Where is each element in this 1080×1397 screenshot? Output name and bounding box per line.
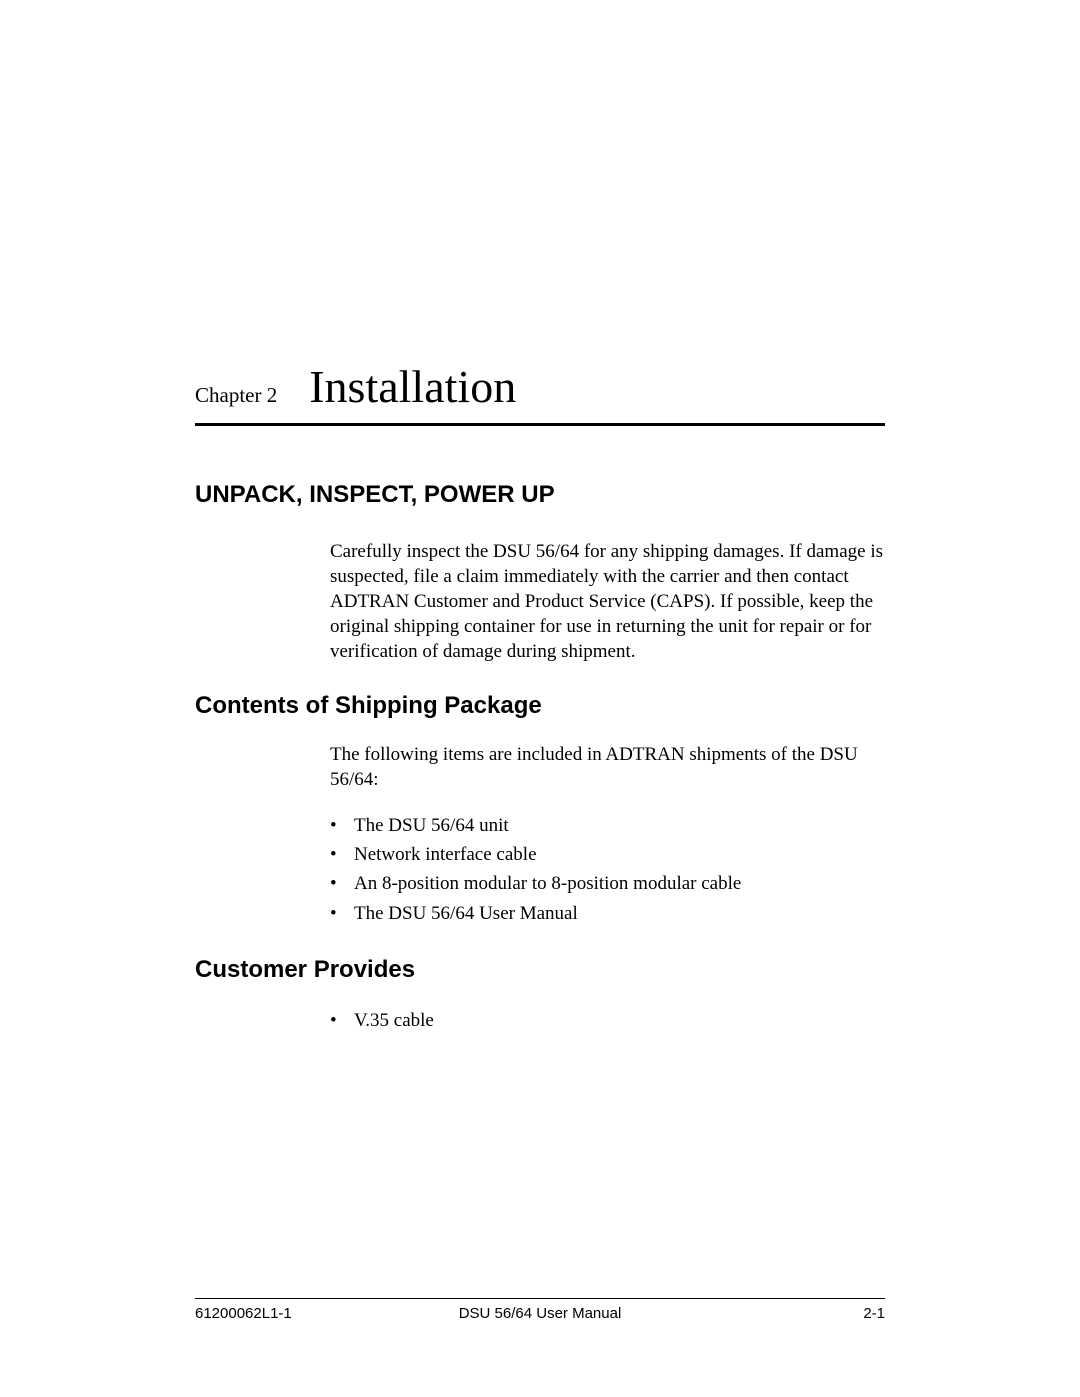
contents-list: The DSU 56/64 unit Network interface cab… bbox=[330, 811, 885, 929]
customer-list: V.35 cable bbox=[330, 1006, 885, 1035]
page-footer: 61200062L1-1 DSU 56/64 User Manual 2-1 bbox=[195, 1298, 885, 1322]
chapter-title: Installation bbox=[309, 360, 516, 413]
footer-page-number: 2-1 bbox=[863, 1305, 885, 1322]
list-item: An 8-position modular to 8-position modu… bbox=[330, 869, 885, 898]
list-item: The DSU 56/64 unit bbox=[330, 811, 885, 840]
section-heading-unpack: UNPACK, INSPECT, POWER UP bbox=[195, 481, 885, 509]
section-body-contents: The following items are included in ADTR… bbox=[330, 742, 885, 792]
list-item: Network interface cable bbox=[330, 840, 885, 869]
chapter-label: Chapter 2 bbox=[195, 383, 277, 408]
list-item: The DSU 56/64 User Manual bbox=[330, 899, 885, 928]
list-item: V.35 cable bbox=[330, 1006, 885, 1035]
chapter-header: Chapter 2 Installation bbox=[195, 360, 885, 426]
section-heading-contents: Contents of Shipping Package bbox=[195, 692, 885, 720]
page: Chapter 2 Installation UNPACK, INSPECT, … bbox=[0, 0, 1080, 1397]
section-body-unpack: Carefully inspect the DSU 56/64 for any … bbox=[330, 539, 885, 664]
footer-title: DSU 56/64 User Manual bbox=[459, 1305, 622, 1322]
footer-doc-id: 61200062L1-1 bbox=[195, 1305, 292, 1322]
section-heading-customer: Customer Provides bbox=[195, 956, 885, 984]
